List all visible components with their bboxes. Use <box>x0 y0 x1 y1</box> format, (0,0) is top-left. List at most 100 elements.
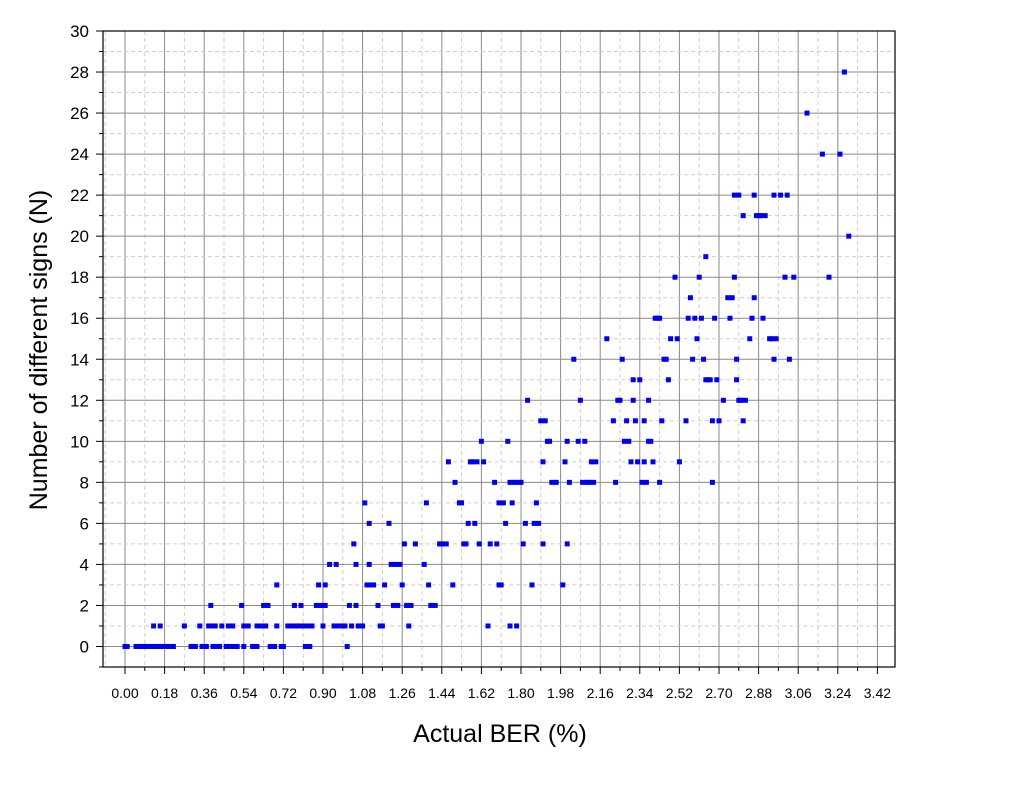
data-point <box>478 438 484 444</box>
data-point <box>630 377 636 383</box>
y-tick-label: 28 <box>70 63 89 82</box>
data-point <box>428 602 434 608</box>
data-point <box>771 192 777 198</box>
data-point <box>786 356 792 362</box>
data-point <box>364 582 370 588</box>
data-point <box>305 623 311 629</box>
y-tick-label: 16 <box>70 309 89 328</box>
data-point <box>144 643 150 649</box>
data-point <box>124 643 130 649</box>
data-point <box>481 459 487 465</box>
x-tick-label: 2.34 <box>626 685 653 701</box>
data-point <box>731 274 737 280</box>
data-point <box>542 418 548 424</box>
data-point <box>846 233 852 239</box>
data-point <box>692 315 698 321</box>
x-tick-label: 2.70 <box>705 685 732 701</box>
tick-labels: 0.00 0.18 0.36 0.54 0.72 0.90 1.08 1.26 1.44 1.62… <box>70 22 891 701</box>
data-point <box>327 561 333 567</box>
data-point <box>672 274 678 280</box>
data-point <box>740 418 746 424</box>
data-point <box>151 623 157 629</box>
data-point <box>280 643 286 649</box>
grid <box>103 31 895 667</box>
x-tick-label: 1.80 <box>507 685 534 701</box>
data-point <box>459 500 465 506</box>
data-point <box>267 643 273 649</box>
data-point <box>784 192 790 198</box>
data-point <box>575 438 581 444</box>
data-point <box>331 623 337 629</box>
data-point <box>525 397 531 403</box>
x-tick-label: 0.36 <box>191 685 218 701</box>
data-point <box>423 500 429 506</box>
data-point <box>553 479 559 485</box>
data-points <box>122 69 852 649</box>
data-point <box>771 356 777 362</box>
x-tick-label: 0.00 <box>111 685 138 701</box>
data-point <box>289 623 295 629</box>
data-point <box>397 561 403 567</box>
y-tick-label: 18 <box>70 268 89 287</box>
data-point <box>720 397 726 403</box>
data-point <box>496 500 502 506</box>
data-point <box>577 397 583 403</box>
data-point <box>819 151 825 157</box>
data-point <box>648 438 654 444</box>
data-point <box>650 459 656 465</box>
data-point <box>665 377 671 383</box>
data-point <box>643 479 649 485</box>
data-point <box>208 623 214 629</box>
data-point <box>274 582 280 588</box>
data-point <box>511 479 517 485</box>
x-tick-label: 2.88 <box>745 685 772 701</box>
data-point <box>432 602 438 608</box>
y-tick-label: 10 <box>70 432 89 451</box>
data-point <box>399 582 405 588</box>
data-point <box>445 459 451 465</box>
data-point <box>492 479 498 485</box>
x-tick-label: 2.16 <box>587 685 614 701</box>
data-point <box>522 520 528 526</box>
data-point <box>531 520 537 526</box>
data-point <box>637 377 643 383</box>
data-point <box>562 459 568 465</box>
data-point <box>192 643 198 649</box>
data-point <box>406 623 412 629</box>
x-tick-label: 0.54 <box>230 685 257 701</box>
data-point <box>520 541 526 547</box>
data-point <box>731 192 737 198</box>
data-point <box>223 643 229 649</box>
data-point <box>841 69 847 75</box>
data-point <box>472 520 478 526</box>
data-point <box>296 623 302 629</box>
data-point <box>683 418 689 424</box>
data-point <box>371 582 377 588</box>
data-point <box>298 602 304 608</box>
data-point <box>703 254 709 260</box>
y-tick-label: 22 <box>70 186 89 205</box>
data-point <box>626 438 632 444</box>
data-point <box>588 459 594 465</box>
data-point <box>217 643 223 649</box>
data-point <box>727 315 733 321</box>
y-tick-label: 14 <box>70 350 89 369</box>
data-point <box>503 520 509 526</box>
data-point <box>593 459 599 465</box>
data-point <box>663 356 669 362</box>
data-point <box>514 623 520 629</box>
data-point <box>485 623 491 629</box>
x-tick-label: 0.18 <box>151 685 178 701</box>
data-point <box>322 582 328 588</box>
data-point <box>687 295 693 301</box>
data-point <box>610 418 616 424</box>
y-tick-label: 2 <box>80 596 89 615</box>
data-point <box>302 643 308 649</box>
data-point <box>450 582 456 588</box>
data-point <box>208 602 214 608</box>
y-tick-label: 20 <box>70 227 89 246</box>
data-point <box>698 315 704 321</box>
data-point <box>716 418 722 424</box>
data-point <box>624 418 630 424</box>
